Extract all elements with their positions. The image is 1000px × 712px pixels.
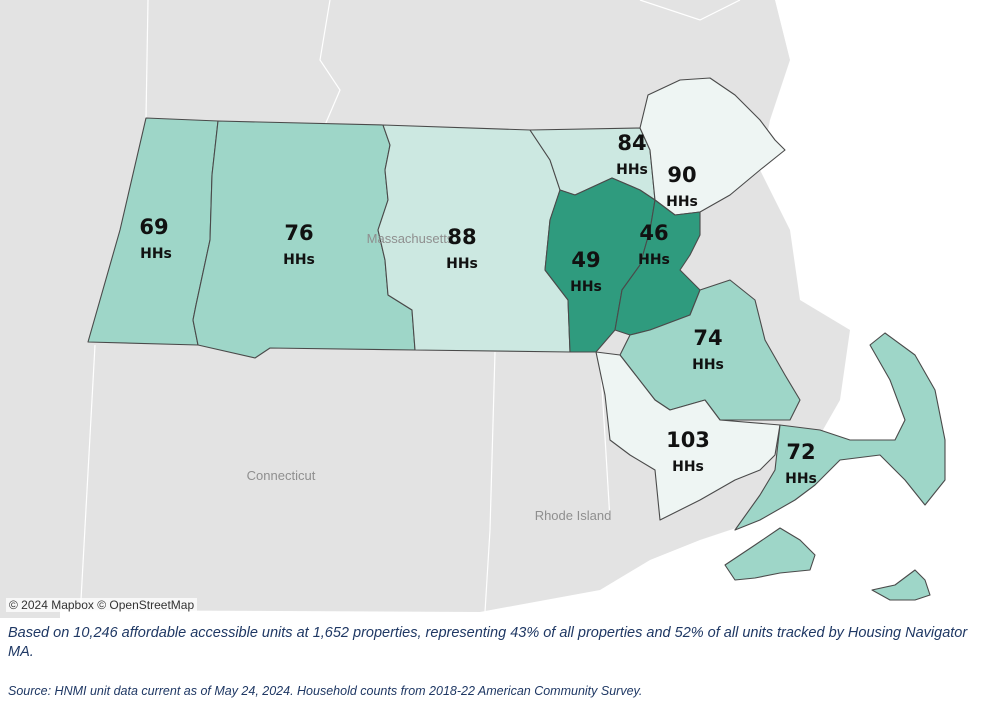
map-attribution[interactable]: © 2024 Mapbox © OpenStreetMap <box>6 598 198 612</box>
connecticut-label: Connecticut <box>247 468 316 483</box>
south-shore-value-label: 74 <box>693 326 722 350</box>
region-southeast[interactable] <box>595 351 781 521</box>
north-shore-unit-label: HHs <box>666 194 698 210</box>
merrimack-valley-unit-label: HHs <box>616 162 648 178</box>
basemap-borders <box>79 0 741 618</box>
greater-boston-unit-label: HHs <box>638 252 670 268</box>
pioneer-valley-unit-label: HHs <box>283 252 315 268</box>
southeast-value-label: 103 <box>666 428 710 452</box>
north-shore-value-label: 90 <box>667 163 696 187</box>
berkshire-value-label: 69 <box>139 215 168 239</box>
region-cape-islands[interactable] <box>734 332 946 531</box>
south-shore-unit-label: HHs <box>692 357 724 373</box>
source-note: Source: HNMI unit data current as of May… <box>8 684 643 698</box>
island-nantucket[interactable] <box>871 569 931 601</box>
massachusetts-label: Massachusetts <box>367 231 454 246</box>
pioneer-valley-value-label: 76 <box>284 221 313 245</box>
merrimack-valley-value-label: 84 <box>617 131 646 155</box>
berkshire-unit-label: HHs <box>140 246 172 262</box>
rhode-island-label: Rhode Island <box>535 508 612 523</box>
metrowest-value-label: 49 <box>571 248 600 272</box>
island-marthas-vineyard[interactable] <box>724 527 816 581</box>
southeast-unit-label: HHs <box>672 459 704 475</box>
region-map: Massachusetts Connecticut Rhode Island 6… <box>0 0 1000 618</box>
central-unit-label: HHs <box>446 256 478 272</box>
cape-islands-value-label: 72 <box>786 440 815 464</box>
metrowest-unit-label: HHs <box>570 279 602 295</box>
greater-boston-value-label: 46 <box>639 221 668 245</box>
cape-islands-unit-label: HHs <box>785 471 817 487</box>
map-caption: Based on 10,246 affordable accessible un… <box>8 625 968 660</box>
central-value-label: 88 <box>447 225 476 249</box>
